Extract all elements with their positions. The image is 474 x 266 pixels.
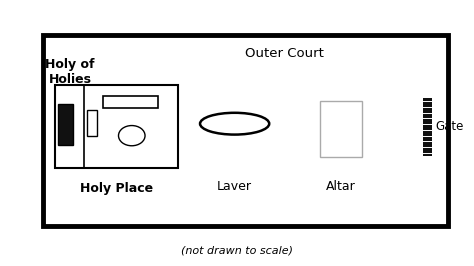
Text: Holy of
Holies: Holy of Holies [46,58,95,86]
Text: Altar: Altar [326,180,356,193]
Text: Laver: Laver [217,180,252,193]
Bar [103,96,158,108]
Bar [55,85,178,168]
Text: Gate: Gate [435,120,464,133]
Bar [43,35,448,226]
Bar [58,104,73,145]
Bar [320,101,362,157]
Ellipse shape [118,126,145,146]
Ellipse shape [200,113,269,135]
Bar [87,110,97,136]
Text: Holy Place: Holy Place [80,182,153,195]
Text: (not drawn to scale): (not drawn to scale) [181,245,293,255]
Bar [423,98,432,156]
Text: Outer Court: Outer Court [245,47,324,60]
